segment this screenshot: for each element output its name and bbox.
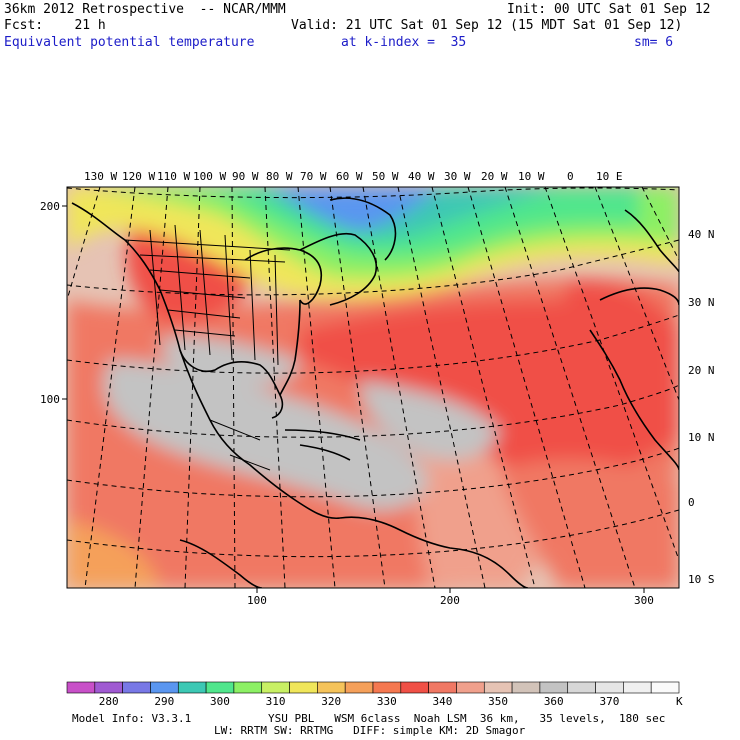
color-bar-label: 300 xyxy=(210,695,230,708)
lon-label: 110 W xyxy=(157,170,190,183)
model-info: Model Info: V3.3.1 xyxy=(72,712,192,725)
color-bar-swatch xyxy=(344,681,374,694)
color-bar-label: 310 xyxy=(266,695,286,708)
x-grid-label-200: 200 xyxy=(440,594,460,607)
plot-title: 36km 2012 Retrospective -- NCAR/MMM xyxy=(4,2,286,17)
color-bar-swatch xyxy=(539,681,569,694)
color-bar-swatch xyxy=(150,681,179,694)
lon-label: 60 W xyxy=(336,170,363,183)
color-bar-labels: 280 290 300 310 320 330 340 350 360 370 xyxy=(99,695,620,708)
color-bar-unit: K xyxy=(676,695,683,708)
map-frame xyxy=(66,186,680,589)
init-time: Init: 00 UTC Sat 01 Sep 12 xyxy=(507,2,711,17)
color-bar-swatch xyxy=(511,681,541,694)
smoothing-info: sm= 6 xyxy=(634,35,674,50)
graticule xyxy=(67,187,679,588)
color-bar-label: 370 xyxy=(599,695,619,708)
y-grid-label-100: 100 xyxy=(40,393,60,406)
coastlines xyxy=(71,197,679,588)
x-grid-label-100: 100 xyxy=(247,594,267,607)
color-bar-label: 350 xyxy=(488,695,508,708)
color-bar-swatch xyxy=(372,681,402,694)
color-bar-swatch xyxy=(233,681,263,694)
physics-line-2: LW: RRTM SW: RRTMG DIFF: simple KM: 2D S… xyxy=(214,724,526,737)
color-bar-swatch xyxy=(177,681,207,694)
lat-label: 0 xyxy=(688,496,695,509)
color-bar-swatch xyxy=(567,681,596,694)
lat-label: 10 N xyxy=(688,431,715,444)
color-bar-swatch xyxy=(94,681,123,694)
lon-label: 20 W xyxy=(481,170,508,183)
color-bar xyxy=(66,681,680,694)
color-bar-label: 330 xyxy=(377,695,397,708)
color-bar-swatch xyxy=(428,681,457,694)
level-info: at k-index = 35 xyxy=(341,35,467,50)
x-grid-label-300: 300 xyxy=(634,594,654,607)
color-bar-label: 320 xyxy=(321,695,341,708)
color-bar-swatch xyxy=(595,681,624,694)
field-name: Equivalent potential temperature xyxy=(4,35,255,50)
lon-label: 40 W xyxy=(408,170,435,183)
color-bar-swatch xyxy=(289,681,318,694)
color-bar-swatch xyxy=(205,681,235,694)
lon-label: 10 W xyxy=(518,170,545,183)
forecast-hour: Fcst: 21 h xyxy=(4,18,106,33)
political-borders xyxy=(124,224,291,471)
physics-line-1: YSU PBL WSM 6class Noah LSM 36 km, 35 le… xyxy=(268,712,666,725)
color-bar-label: 280 xyxy=(99,695,119,708)
lon-label: 50 W xyxy=(372,170,399,183)
color-bar-swatch xyxy=(66,681,96,694)
valid-time: Valid: 21 UTC Sat 01 Sep 12 (15 MDT Sat … xyxy=(291,18,683,33)
lon-label: 10 E xyxy=(596,170,623,183)
color-bar-swatch xyxy=(623,681,652,694)
latitude-labels: 40 N 30 N 20 N 10 N 0 10 S xyxy=(688,228,715,586)
color-bar-label: 360 xyxy=(544,695,564,708)
y-grid-label-200: 200 xyxy=(40,200,60,213)
color-bar-swatch xyxy=(122,681,151,694)
lon-label: 120 W xyxy=(122,170,155,183)
color-bar-swatch xyxy=(400,681,429,694)
theta-e-field xyxy=(67,187,679,588)
lon-label: 30 W xyxy=(444,170,471,183)
color-bar-swatch xyxy=(261,681,290,694)
lat-label: 30 N xyxy=(688,296,715,309)
color-bar-swatch xyxy=(317,681,346,694)
color-bar-swatch xyxy=(483,681,513,694)
lon-label: 0 xyxy=(567,170,574,183)
lon-label: 130 W xyxy=(84,170,117,183)
lat-label: 40 N xyxy=(688,228,715,241)
lat-label: 20 N xyxy=(688,364,715,377)
lon-label: 70 W xyxy=(300,170,327,183)
lon-label: 90 W xyxy=(232,170,259,183)
color-bar-label: 290 xyxy=(154,695,174,708)
color-bar-swatch xyxy=(456,681,485,694)
longitude-labels: 130 W 120 W 110 W 100 W 90 W 80 W 70 W 60 W 50 W… xyxy=(84,170,623,183)
lon-label: 100 W xyxy=(193,170,226,183)
color-bar-swatch xyxy=(650,681,680,694)
lat-label: 10 S xyxy=(688,573,715,586)
lon-label: 80 W xyxy=(266,170,293,183)
color-bar-label: 340 xyxy=(433,695,453,708)
